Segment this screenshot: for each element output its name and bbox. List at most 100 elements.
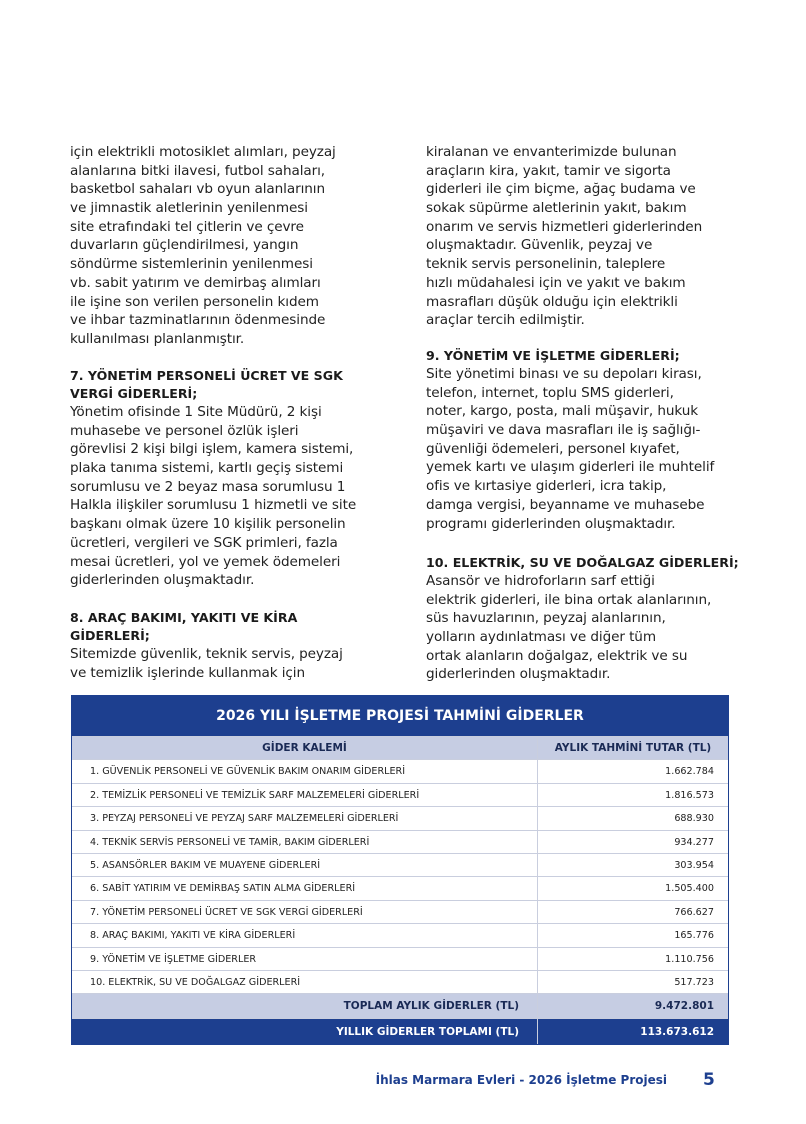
table-row: 7. YÖNETİM PERSONELİ ÜCRET VE SGK VERGİ … bbox=[72, 899, 728, 924]
table-row: 1. GÜVENLİK PERSONELİ VE GÜVENLİK BAKIM … bbox=[72, 759, 728, 783]
text-line: başkanı olmak üzere 10 kişilik personeli… bbox=[70, 516, 346, 533]
text-line: Site yönetimi binası ve su depoları kira… bbox=[426, 366, 702, 382]
section-heading: 7. YÖNETİM PERSONELİ ÜCRET VE SGK bbox=[70, 368, 343, 383]
table-title: 2026 YILI İŞLETME PROJESİ TAHMİNİ GİDERL… bbox=[72, 696, 728, 736]
section-heading: GİDERLERİ; bbox=[70, 628, 150, 643]
cell-value: 934.277 bbox=[674, 836, 714, 848]
cell-label: 1. GÜVENLİK PERSONELİ VE GÜVENLİK BAKIM … bbox=[72, 760, 538, 783]
text-line: alanlarına bitki ilavesi, futbol sahalar… bbox=[70, 162, 326, 179]
cell-value: 9.472.801 bbox=[654, 1000, 714, 1013]
page-number: 5 bbox=[703, 1070, 715, 1090]
text-line: güvenliği ödemeleri, personel kıyafet, bbox=[426, 440, 680, 457]
text-line: masrafları düşük olduğu için elektrikli bbox=[426, 293, 678, 310]
table-row: 9. YÖNETİM VE İŞLETME GİDERLER 1.110.756 bbox=[72, 946, 728, 970]
cell-label: 6. SABİT YATIRIM VE DEMİRBAŞ SATIN ALMA … bbox=[72, 877, 538, 900]
table-row: 10. ELEKTRİK, SU VE DOĞALGAZ GİDERLERİ 51… bbox=[72, 969, 728, 994]
text-line: basketbol sahaları vb oyun alanlarının bbox=[70, 181, 325, 198]
total-row: TOPLAM AYLIK GİDERLER (TL) 9.472.801 bbox=[72, 993, 728, 1019]
text-line: muhasebe ve personel özlük işleri bbox=[70, 422, 299, 439]
text-line: elektrik giderleri, ile bina ortak alanl… bbox=[426, 591, 712, 608]
text-line: mesai ücretleri, yol ve yemek ödemeleri bbox=[70, 553, 341, 570]
cell-value: 303.954 bbox=[674, 859, 714, 871]
expense-table: 2026 YILI İŞLETME PROJESİ TAHMİNİ GİDERL… bbox=[71, 695, 729, 1046]
cell-label: 10. ELEKTRİK, SU VE DOĞALGAZ GİDERLERİ bbox=[72, 970, 538, 994]
text-line: süs havuzlarının, peyzaj alanlarının, bbox=[426, 610, 666, 627]
text-line: ile işine son verilen personelin kıdem bbox=[70, 293, 319, 310]
cell-label: 7. YÖNETİM PERSONELİ ÜCRET VE SGK VERGİ … bbox=[72, 900, 538, 924]
cell-label: GİDER KALEMİ bbox=[72, 737, 538, 760]
text-block: 7. YÖNETİM PERSONELİ ÜCRET VE SGK VERGİ G… bbox=[70, 367, 400, 590]
text-line: araçlar tercih edilmiştir. bbox=[426, 312, 585, 329]
text-line: ortak alanların doğalgaz, elektrik ve su bbox=[426, 647, 688, 664]
cell-label: 3. PEYZAJ PERSONELİ VE PEYZAJ SARF MALZE… bbox=[72, 807, 538, 830]
text-line: sorumlusu ve 2 beyaz masa sorumlusu 1 bbox=[70, 478, 346, 495]
yearly-row: YILLIK GİDERLER TOPLAMI (TL) 113.673.612 bbox=[72, 1018, 728, 1045]
text-line: kullanılması planlanmıştır. bbox=[70, 330, 245, 347]
text-line: ve temizlik işlerinde kullanmak için bbox=[70, 664, 305, 681]
cell-label: 8. ARAÇ BAKIMI, YAKITI VE KİRA GİDERLERİ bbox=[72, 924, 538, 947]
text-line: programı giderlerinden oluşmaktadır. bbox=[426, 515, 676, 532]
text-block: 10. ELEKTRİK, SU VE DOĞALGAZ GİDERLERİ; A… bbox=[426, 554, 756, 684]
table-row: 8. ARAÇ BAKIMI, YAKITI VE KİRA GİDERLERİ… bbox=[72, 923, 728, 947]
cell-value: 517.723 bbox=[674, 976, 714, 988]
text-line: ve ihbar tazminatlarının ödenmesinde bbox=[70, 312, 326, 329]
text-line: ve jimnastik aletlerinin yenilenmesi bbox=[70, 200, 308, 217]
text-line: ücretleri, vergileri ve SGK primleri, fa… bbox=[70, 534, 338, 551]
text-line: Yönetim ofisinde 1 Site Müdürü, 2 kişi bbox=[70, 404, 322, 420]
section-heading: 10. ELEKTRİK, SU VE DOĞALGAZ GİDERLERİ; bbox=[426, 555, 739, 570]
section-heading: 9. YÖNETİM VE İŞLETME GİDERLERİ; bbox=[426, 348, 680, 363]
text-block: 9. YÖNETİM VE İŞLETME GİDERLERİ; Site yön… bbox=[426, 347, 756, 533]
text-line: giderlerinden oluşmaktadır. bbox=[70, 572, 255, 589]
text-line: duvarların güçlendirilmesi, yangın bbox=[70, 237, 299, 254]
cell-label: 5. ASANSÖRLER BAKIM VE MUAYENE GİDERLERİ bbox=[72, 853, 538, 877]
text-line: onarım ve servis hizmetleri giderlerinde… bbox=[426, 218, 703, 235]
text-line: Asansör ve hidroforların sarf ettiği bbox=[426, 573, 655, 589]
text-line: Halkla ilişkiler sorumlusu 1 hizmetli ve… bbox=[70, 497, 357, 514]
text-line: yolların aydınlatması ve diğer tüm bbox=[426, 629, 656, 646]
cell-value: 1.816.573 bbox=[665, 789, 714, 801]
text-line: damga vergisi, beyanname ve muhasebe bbox=[426, 496, 705, 513]
table-row: 3. PEYZAJ PERSONELİ VE PEYZAJ SARF MALZE… bbox=[72, 806, 728, 830]
table-row: 5. ASANSÖRLER BAKIM VE MUAYENE GİDERLERİ… bbox=[72, 852, 728, 877]
text-block: kiralanan ve envanterimizde bulunan araçl… bbox=[426, 143, 756, 330]
cell-value: 165.776 bbox=[674, 930, 714, 942]
section-heading: 8. ARAÇ BAKIMI, YAKITI VE KİRA bbox=[70, 610, 298, 625]
text-line: ofis ve kırtasiye giderleri, icra takip, bbox=[426, 478, 667, 495]
cell-label: 4. TEKNİK SERVİS PERSONELİ VE TAMİR, BAK… bbox=[72, 830, 538, 853]
cell-label: TOPLAM AYLIK GİDERLER (TL) bbox=[72, 994, 538, 1019]
text-block: için elektrikli motosiklet alımları, pey… bbox=[70, 143, 400, 349]
text-line: plaka tanıma sistemi, kartlı geçiş siste… bbox=[70, 460, 344, 477]
text-line: giderlerinden oluşmaktadır. bbox=[426, 666, 611, 683]
table-row: 4. TEKNİK SERVİS PERSONELİ VE TAMİR, BAK… bbox=[72, 829, 728, 853]
cell-label: 9. YÖNETİM VE İŞLETME GİDERLER bbox=[72, 947, 538, 970]
cell-value: 688.930 bbox=[674, 813, 714, 825]
text-line: giderleri ile çim biçme, ağaç budama ve bbox=[426, 181, 696, 198]
cell-value: 1.110.756 bbox=[665, 953, 714, 965]
text-line: araçların kira, yakıt, tamir ve sigorta bbox=[426, 162, 671, 179]
text-line: söndürme sistemlerinin yenilenmesi bbox=[70, 256, 313, 273]
cell-value: 1.662.784 bbox=[665, 766, 714, 778]
text-line: için elektrikli motosiklet alımları, pey… bbox=[70, 144, 336, 160]
cell-label: 2. TEMİZLİK PERSONELİ VE TEMİZLİK SARF M… bbox=[72, 783, 538, 807]
table-row: 6. SABİT YATIRIM VE DEMİRBAŞ SATIN ALMA … bbox=[72, 876, 728, 900]
cell-value: 113.673.612 bbox=[640, 1026, 714, 1039]
text-line: noter, kargo, posta, mali müşavir, hukuk bbox=[426, 403, 699, 420]
text-line: vb. sabit yatırım ve demirbaş alımları bbox=[70, 274, 321, 291]
section-heading: VERGİ GİDERLERİ; bbox=[70, 386, 198, 401]
table-row: 2. TEMİZLİK PERSONELİ VE TEMİZLİK SARF M… bbox=[72, 782, 728, 807]
text-line: sokak süpürme aletlerinin yakıt, bakım bbox=[426, 200, 687, 217]
text-block: 8. ARAÇ BAKIMI, YAKITI VE KİRA GİDERLERİ;… bbox=[70, 609, 400, 682]
cell-value: 1.505.400 bbox=[665, 883, 714, 895]
text-line: müşaviri ve dava masrafları ile iş sağlı… bbox=[426, 422, 701, 439]
table-header: GİDER KALEMİ AYLIK TAHMİNİ TUTAR (TL) bbox=[72, 736, 728, 760]
text-line: oluşmaktadır. Güvenlik, peyzaj ve bbox=[426, 237, 653, 254]
text-line: telefon, internet, toplu SMS giderleri, bbox=[426, 384, 674, 401]
text-line: görevlisi 2 kişi bilgi işlem, kamera sis… bbox=[70, 441, 354, 458]
footer-text: İhlas Marmara Evleri - 2026 İşletme Proj… bbox=[375, 1073, 667, 1087]
text-line: site etrafındaki tel çitlerin ve çevre bbox=[70, 218, 304, 235]
text-line: yemek kartı ve ulaşım giderleri ile muht… bbox=[426, 459, 715, 476]
text-line: kiralanan ve envanterimizde bulunan bbox=[426, 144, 677, 160]
cell-label: YILLIK GİDERLER TOPLAMI (TL) bbox=[72, 1019, 538, 1045]
text-line: teknik servis personelinin, taleplere bbox=[426, 256, 666, 273]
